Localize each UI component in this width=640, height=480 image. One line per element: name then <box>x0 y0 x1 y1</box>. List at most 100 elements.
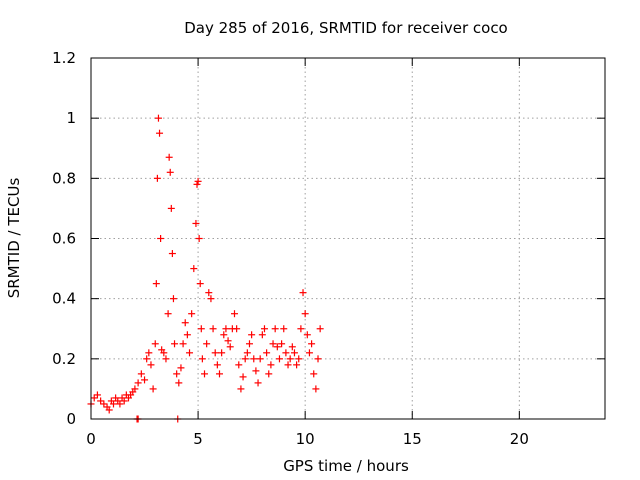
data-point <box>197 325 205 333</box>
data-point <box>179 340 187 348</box>
data-point <box>167 204 175 212</box>
data-point <box>312 385 320 393</box>
data-point <box>196 280 204 288</box>
data-point <box>230 310 238 318</box>
y-tick-label: 1.2 <box>52 49 76 67</box>
data-point <box>310 370 318 378</box>
data-point <box>237 385 245 393</box>
data-point <box>145 349 153 357</box>
data-point <box>301 310 309 318</box>
data-point <box>275 355 283 363</box>
data-point <box>282 349 290 357</box>
data-point <box>165 153 173 161</box>
data-point <box>256 355 264 363</box>
data-point <box>280 325 288 333</box>
x-tick-label: 20 <box>510 430 529 448</box>
data-point <box>160 349 168 357</box>
data-point <box>141 376 149 384</box>
data-point <box>173 370 181 378</box>
y-tick-label: 0.2 <box>52 350 76 368</box>
axis-ticks: 0 0.2 0.4 0.6 0.8 1 1.2 0 5 10 15 20 <box>52 49 605 448</box>
data-point <box>305 349 313 357</box>
data-point <box>164 310 172 318</box>
data-point <box>241 355 249 363</box>
data-point <box>166 168 174 176</box>
data-point <box>218 349 226 357</box>
data-point <box>190 265 198 273</box>
y-tick-label: 1 <box>66 109 76 127</box>
data-point <box>288 343 296 351</box>
data-point <box>193 180 201 188</box>
data-point <box>203 340 211 348</box>
data-point <box>183 331 191 339</box>
data-points <box>87 114 324 423</box>
data-point <box>235 361 243 369</box>
data-point <box>226 343 234 351</box>
data-point <box>137 370 145 378</box>
data-point <box>162 355 170 363</box>
x-tick-label: 10 <box>296 430 315 448</box>
data-point <box>213 361 221 369</box>
data-point <box>207 295 215 303</box>
data-point <box>154 114 162 122</box>
grid <box>91 58 605 419</box>
data-point <box>149 385 157 393</box>
data-point <box>157 235 165 242</box>
data-point <box>201 370 209 378</box>
data-point <box>192 219 200 227</box>
data-point <box>90 394 98 402</box>
data-point <box>224 337 232 345</box>
chart-title: Day 285 of 2016, SRMTID for receiver coc… <box>184 19 508 37</box>
data-point <box>243 349 251 357</box>
data-point <box>245 340 253 348</box>
data-point <box>273 343 281 351</box>
data-point <box>205 289 213 297</box>
data-point <box>209 325 217 333</box>
data-point <box>308 340 316 348</box>
data-point <box>97 397 105 405</box>
data-point <box>254 379 262 387</box>
data-point <box>265 370 273 378</box>
data-point <box>188 310 196 318</box>
data-point <box>100 400 108 408</box>
data-point <box>297 325 305 333</box>
data-point <box>267 361 275 369</box>
data-point <box>290 349 298 357</box>
data-point <box>168 250 176 258</box>
data-point <box>216 370 223 378</box>
data-point <box>147 361 155 369</box>
data-point <box>109 400 117 408</box>
data-point <box>181 319 189 327</box>
data-point <box>177 364 185 372</box>
data-point <box>252 367 260 375</box>
data-point <box>269 340 277 348</box>
data-point <box>299 289 307 297</box>
data-point <box>258 331 266 339</box>
data-point <box>156 129 164 137</box>
y-tick-label: 0.8 <box>52 169 76 187</box>
data-point <box>152 280 160 288</box>
data-point <box>134 379 142 387</box>
y-axis-label: SRMTID / TECUs <box>5 178 23 299</box>
data-point <box>175 379 183 387</box>
data-point <box>153 174 161 182</box>
x-axis-label: GPS time / hours <box>283 457 409 475</box>
data-point <box>295 355 303 363</box>
data-point <box>284 361 292 369</box>
data-point <box>271 325 279 333</box>
data-point <box>186 349 194 357</box>
data-point <box>248 331 256 339</box>
data-point <box>169 295 177 303</box>
data-point <box>303 331 311 339</box>
data-point <box>195 235 203 242</box>
y-tick-label: 0 <box>66 410 76 428</box>
x-tick-label: 15 <box>403 430 422 448</box>
data-point <box>314 355 322 363</box>
data-point <box>120 397 128 405</box>
data-point <box>220 331 228 339</box>
data-point <box>250 355 258 363</box>
data-point <box>222 325 230 333</box>
data-point <box>171 340 179 348</box>
data-point <box>286 355 294 363</box>
